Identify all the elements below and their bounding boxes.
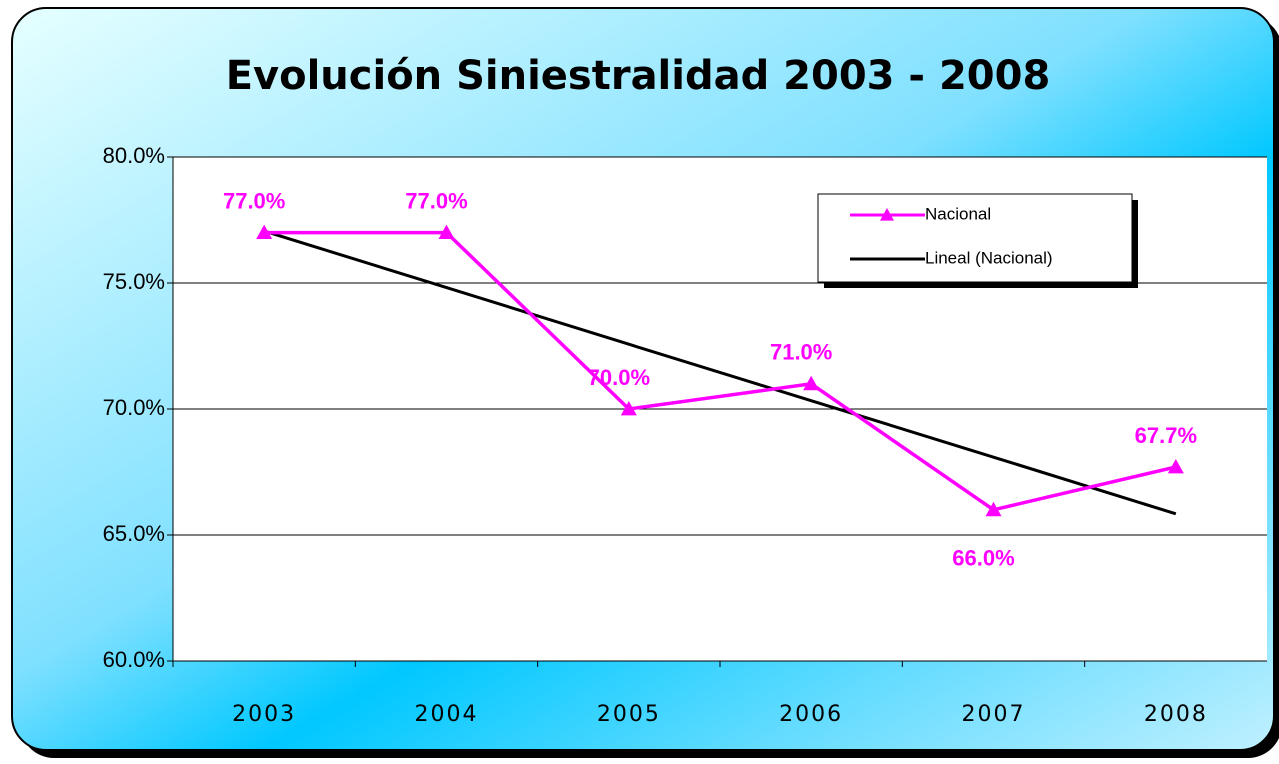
x-tick-label: 2006	[779, 702, 843, 727]
data-label: 67.7%	[1135, 423, 1197, 448]
y-tick-label: 75.0%	[103, 269, 165, 294]
legend-marker	[880, 208, 894, 221]
x-tick-label: 2003	[232, 702, 296, 727]
y-tick-label: 70.0%	[103, 395, 165, 420]
legend-box	[817, 193, 1133, 283]
legend-label: Nacional	[925, 204, 991, 223]
x-tick-label: 2008	[1144, 702, 1208, 727]
marker	[985, 501, 1002, 517]
data-label: 77.0%	[405, 188, 467, 213]
y-tick-label: 60.0%	[103, 647, 165, 672]
marker	[803, 375, 820, 391]
x-tick-label: 2007	[962, 702, 1026, 727]
data-label: 66.0%	[952, 546, 1014, 571]
chart-title: Evolución Siniestralidad 2003 - 2008	[226, 53, 1051, 99]
marker	[438, 224, 455, 239]
y-tick-label: 80.0%	[103, 143, 165, 168]
series-line	[264, 230, 1177, 512]
data-label: 70.0%	[588, 365, 650, 390]
marker	[256, 224, 273, 239]
series-line	[263, 229, 1177, 516]
y-tick-label: 65.0%	[103, 521, 165, 546]
legend-label: Lineal (Nacional)	[925, 248, 1053, 267]
marker	[620, 401, 637, 416]
data-label: 71.0%	[770, 340, 832, 365]
x-tick-label: 2004	[415, 702, 479, 727]
marker	[1167, 458, 1184, 474]
data-label: 77.0%	[223, 188, 285, 213]
legend: Nacional Lineal (Nacional)	[817, 193, 1138, 288]
x-tick-label: 2005	[597, 702, 661, 727]
